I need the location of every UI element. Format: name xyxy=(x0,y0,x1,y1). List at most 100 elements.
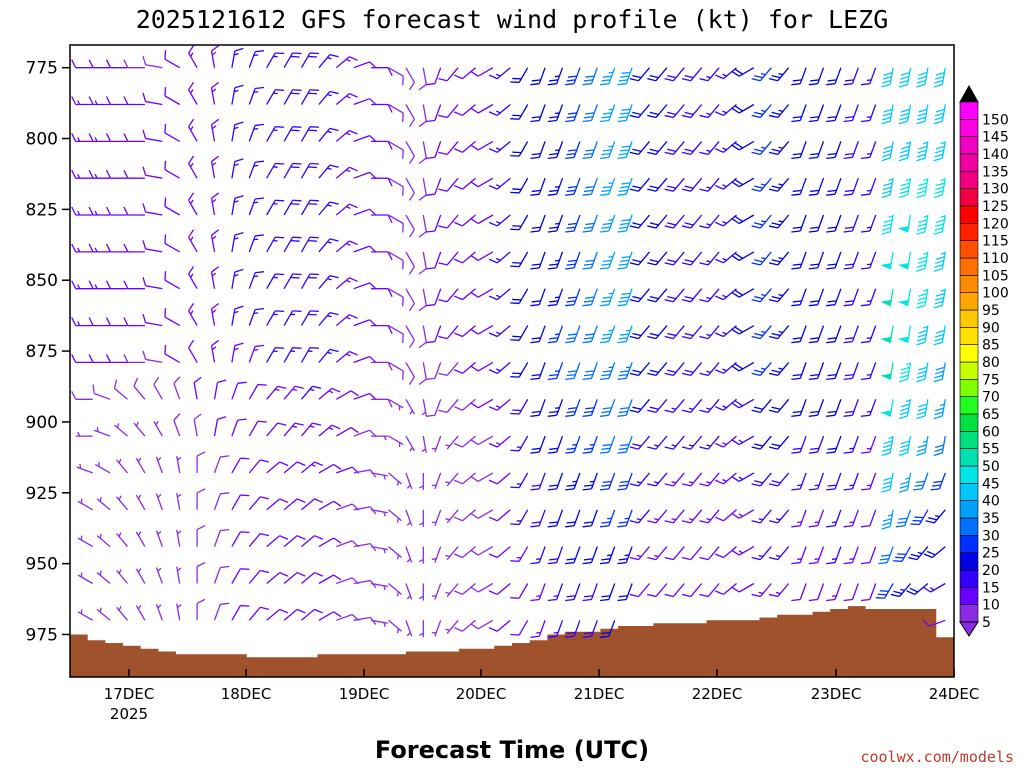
wind-barb xyxy=(176,603,182,621)
wind-barb xyxy=(860,214,877,233)
barb-staff xyxy=(906,141,912,159)
barb-full xyxy=(875,597,885,599)
barb-full xyxy=(418,83,427,91)
barb-staff xyxy=(231,87,236,105)
barb-full xyxy=(549,558,559,561)
wind-barb xyxy=(681,140,703,156)
barb-full xyxy=(566,447,576,450)
barb-staff xyxy=(799,177,807,195)
barb-staff xyxy=(231,457,241,474)
wind-barb xyxy=(599,288,616,307)
barb-staff xyxy=(518,619,529,636)
barb-half xyxy=(572,443,577,446)
barb-staff xyxy=(538,399,546,416)
wind-barb xyxy=(715,398,737,411)
barb-full xyxy=(583,484,593,487)
wind-barb xyxy=(405,214,415,238)
wind-barb xyxy=(371,361,393,371)
barb-full xyxy=(582,451,592,454)
barb-half xyxy=(797,558,802,560)
barb-staff xyxy=(799,288,807,305)
barb-staff xyxy=(353,282,370,290)
barb-staff xyxy=(335,240,350,253)
barb-full xyxy=(647,78,657,82)
barb-half xyxy=(233,200,239,203)
barb-full xyxy=(565,525,575,528)
barb-staff xyxy=(116,459,128,474)
barb-full xyxy=(935,293,945,297)
wind-barb xyxy=(731,472,755,482)
barb-full xyxy=(296,461,306,467)
barb-full xyxy=(681,188,691,192)
wind-barb xyxy=(731,140,755,151)
barb-half xyxy=(761,257,766,260)
wind-barb xyxy=(599,472,616,491)
barb-full xyxy=(240,531,250,534)
barb-full xyxy=(549,410,559,414)
barb-staff xyxy=(422,67,427,85)
barb-full xyxy=(602,480,612,484)
wind-barb xyxy=(530,141,546,160)
barb-staff xyxy=(496,619,511,632)
barb-full xyxy=(649,295,659,300)
barb-staff xyxy=(434,141,442,158)
barb-staff xyxy=(777,214,790,229)
barb-half xyxy=(253,238,259,241)
barb-full xyxy=(510,523,520,526)
wind-barb xyxy=(353,61,377,69)
wind-barb xyxy=(808,141,825,160)
barb-full xyxy=(731,402,740,409)
barb-staff xyxy=(655,398,668,413)
barb-full xyxy=(567,222,577,226)
barb-full xyxy=(601,337,611,340)
barb-staff xyxy=(248,51,256,68)
wind-barb xyxy=(860,104,877,123)
barb-full xyxy=(699,335,709,340)
barb-half xyxy=(775,591,781,595)
barb-full xyxy=(684,332,694,337)
barb-full xyxy=(844,410,854,414)
barb-staff xyxy=(638,509,650,524)
barb-half xyxy=(761,330,766,334)
barb-full xyxy=(629,556,639,561)
wind-barb xyxy=(664,583,685,598)
barb-staff xyxy=(817,251,825,269)
barb-staff xyxy=(723,104,737,116)
barb-full xyxy=(882,485,892,489)
barb-full xyxy=(882,223,892,228)
barb-staff xyxy=(899,583,911,597)
barb-staff xyxy=(318,275,331,290)
barb-half xyxy=(327,57,332,60)
barb-full xyxy=(220,455,230,458)
wind-barb xyxy=(283,89,302,105)
wind-barb xyxy=(681,67,703,82)
wind-barb xyxy=(371,103,393,113)
barb-half xyxy=(761,183,766,186)
barb-full xyxy=(860,230,870,233)
barb-full xyxy=(547,488,557,491)
barb-full xyxy=(629,188,639,192)
wind-barb xyxy=(897,288,912,307)
barb-staff xyxy=(266,347,276,363)
barb-full xyxy=(900,481,910,485)
barb-full xyxy=(279,608,289,614)
barb-full xyxy=(620,443,630,447)
barb-half xyxy=(211,199,217,203)
barb-full xyxy=(565,267,575,270)
wind-barb xyxy=(547,362,564,381)
barb-full xyxy=(164,160,167,170)
wind-barb xyxy=(488,619,511,632)
colorbar-label: 60 xyxy=(982,424,1000,440)
barb-staff xyxy=(799,472,807,490)
barb-staff xyxy=(231,308,236,326)
wind-barb xyxy=(405,251,415,275)
barb-staff xyxy=(496,472,511,485)
wind-barb xyxy=(142,166,163,179)
barb-half xyxy=(495,442,501,446)
colorbar-swatch xyxy=(959,413,979,432)
barb-full xyxy=(933,157,943,162)
barb-staff xyxy=(446,67,459,82)
barb-staff xyxy=(759,546,772,561)
barb-staff xyxy=(300,273,311,290)
barb-full xyxy=(882,112,892,117)
